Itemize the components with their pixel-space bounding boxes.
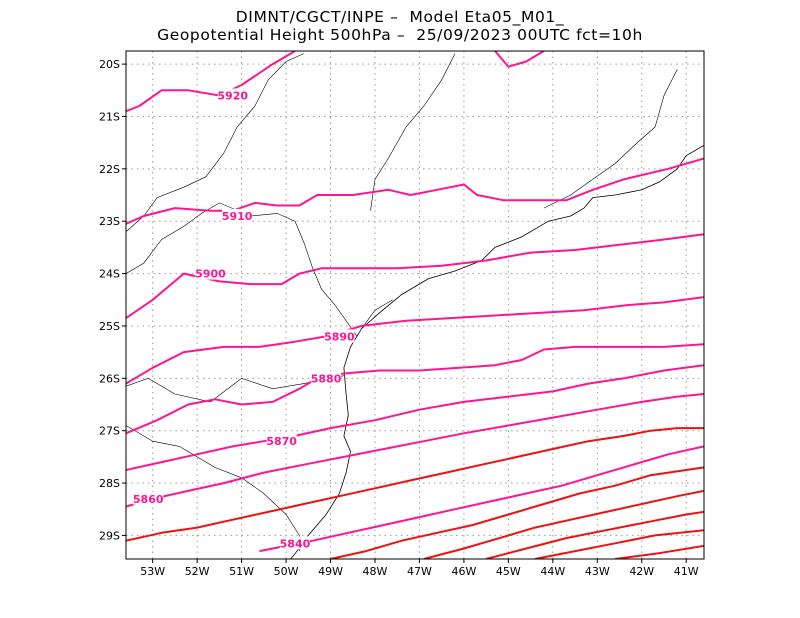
contour-label-5920: 5920 bbox=[217, 90, 248, 103]
lat-tick-label: 23S bbox=[99, 215, 120, 228]
contour-label-bg bbox=[311, 371, 342, 385]
contour-label-5880: 5880 bbox=[311, 372, 342, 385]
lat-tick-label: 21S bbox=[99, 110, 120, 123]
lat-tick-label: 29S bbox=[99, 529, 120, 542]
geopotential-contours bbox=[126, 51, 704, 559]
lat-tick-label: 25S bbox=[99, 320, 120, 333]
contour-5890 bbox=[126, 296, 704, 385]
contour-label-bg bbox=[133, 491, 164, 505]
contour-5850 bbox=[126, 427, 704, 542]
lat-tick-label: 20S bbox=[99, 58, 120, 71]
lon-tick-label: 45W bbox=[496, 565, 521, 578]
contour-label-bg bbox=[279, 536, 310, 550]
lon-tick-label: 42W bbox=[629, 565, 654, 578]
state-border bbox=[126, 53, 304, 232]
state-border bbox=[361, 299, 393, 329]
lon-tick-label: 51W bbox=[229, 565, 254, 578]
title-line-1: DIMNT/CGCT/INPE – Model Eta05_M01_ bbox=[235, 8, 565, 26]
contour-5860 bbox=[126, 393, 704, 508]
lon-tick-label: 53W bbox=[140, 565, 165, 578]
lat-tick-label: 26S bbox=[99, 372, 120, 385]
contour-label-bg bbox=[324, 329, 355, 343]
contour-5920 bbox=[494, 51, 545, 68]
contour-5790 bbox=[614, 544, 704, 559]
contour-5840 bbox=[259, 445, 704, 553]
contour-label-bg bbox=[217, 88, 248, 102]
contour-label-5900: 5900 bbox=[195, 268, 226, 281]
contour-label-bg bbox=[222, 208, 253, 222]
contour-label-5870: 5870 bbox=[266, 435, 297, 448]
title-line-2: Geopotential Height 500hPa – 25/09/2023 … bbox=[157, 26, 643, 44]
contour-5810 bbox=[485, 510, 704, 559]
contour-label-5860: 5860 bbox=[133, 493, 164, 506]
contour-5870 bbox=[126, 364, 704, 471]
state-border bbox=[126, 202, 358, 337]
plot-frame bbox=[125, 50, 705, 560]
longitude-axis: 53W 52W 51W 50W 49W 48W 47W 46W 45W 44W 43W 42W 41W bbox=[140, 559, 699, 578]
contour-5800 bbox=[534, 529, 704, 559]
lat-tick-label: 28S bbox=[99, 477, 120, 490]
contour-label-bg bbox=[195, 266, 226, 280]
lon-tick-label: 46W bbox=[451, 565, 476, 578]
lat-tick-label: 27S bbox=[99, 425, 120, 438]
lon-tick-label: 44W bbox=[540, 565, 565, 578]
state-border bbox=[126, 375, 344, 403]
latitude-axis: 20S 21S 22S 23S 24S 25S 26S 27S 28S 29S bbox=[99, 58, 126, 542]
lon-tick-label: 52W bbox=[185, 565, 210, 578]
contour-label-5890: 5890 bbox=[324, 330, 355, 343]
state-border bbox=[543, 69, 678, 209]
lat-lon-grid bbox=[126, 51, 704, 559]
lon-tick-label: 49W bbox=[318, 565, 343, 578]
contour-5920 bbox=[126, 51, 296, 113]
contour-5820 bbox=[423, 489, 704, 559]
lat-tick-label: 24S bbox=[99, 268, 120, 281]
contour-label-bg bbox=[266, 434, 297, 448]
lon-tick-label: 41W bbox=[674, 565, 699, 578]
contour-5830 bbox=[330, 466, 704, 559]
contour-label-5840: 5840 bbox=[280, 537, 311, 550]
coastline bbox=[290, 144, 704, 559]
lon-tick-label: 47W bbox=[407, 565, 432, 578]
lon-tick-label: 48W bbox=[363, 565, 388, 578]
contour-label-5910: 5910 bbox=[222, 210, 253, 223]
lon-tick-label: 43W bbox=[585, 565, 610, 578]
contour-5910 bbox=[126, 157, 704, 225]
lat-tick-label: 22S bbox=[99, 163, 120, 176]
lon-tick-label: 50W bbox=[274, 565, 299, 578]
contour-labels: 5920 5910 5900 5890 5880 5870 5860 5840 bbox=[133, 88, 355, 550]
state-border bbox=[370, 53, 456, 211]
contour-5880 bbox=[126, 343, 704, 435]
